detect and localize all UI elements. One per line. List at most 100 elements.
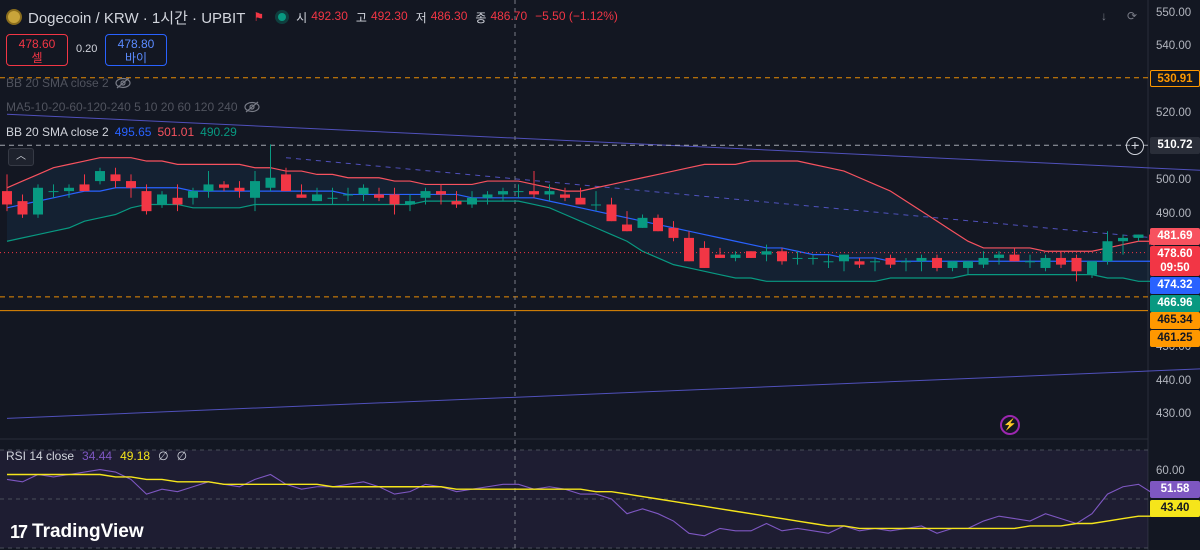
candle-body	[854, 261, 865, 265]
bb-basis-tag: 474.32	[1150, 277, 1200, 294]
price-label: 440.00	[1156, 375, 1192, 387]
candle-body	[513, 191, 524, 193]
candle-body	[1009, 254, 1020, 262]
sell-label: 셀	[31, 51, 43, 65]
low-key: 저	[415, 10, 427, 25]
rsi-legend[interactable]: RSI 14 close 34.44 49.18 ∅ ∅	[6, 449, 187, 463]
add-alert-icon[interactable]: +	[1126, 137, 1144, 155]
candle-body	[296, 194, 307, 198]
bb-basis-line	[6, 187, 1154, 262]
candle-body	[684, 237, 694, 262]
candle-body	[482, 194, 493, 198]
candle-body	[808, 257, 818, 259]
indicator-legend-bb[interactable]: BB 20 SMA close 2 495.65 501.01 490.29	[6, 125, 237, 139]
symbol-header: Dogecoin / KRW · 1시간 · UPBIT ⚑ 시 492.30 고…	[6, 6, 622, 28]
lightning-icon[interactable]: ⚡	[1000, 415, 1020, 435]
rsi-tag: 51.58	[1150, 481, 1200, 498]
collapse-legend-button[interactable]: ︿	[8, 148, 34, 166]
candle-body	[994, 254, 1004, 258]
candle-body	[48, 191, 59, 193]
candle-body	[591, 204, 601, 206]
candle-body	[1102, 241, 1113, 262]
rsi-ma-line	[7, 473, 1154, 530]
bb-label: BB 20 SMA close 2	[6, 125, 109, 139]
candle-body	[343, 194, 353, 196]
trendline	[6, 113, 1200, 171]
candle-body	[746, 251, 756, 258]
eye-crossed-icon[interactable]	[115, 77, 131, 89]
candle-body	[529, 191, 539, 195]
candle-body	[637, 217, 648, 228]
candle-body	[265, 177, 276, 188]
candle-body	[1118, 237, 1128, 242]
trendline	[6, 368, 1200, 419]
candle-body	[2, 191, 12, 205]
price-label: 430.00	[1156, 408, 1192, 420]
candle-body	[33, 187, 43, 215]
rsi-extra-value: ∅	[176, 449, 188, 463]
market-open-status-icon[interactable]	[278, 13, 287, 21]
flag-icon[interactable]: ⚑	[253, 10, 265, 24]
countdown: 09:50	[1160, 262, 1190, 274]
open-key: 시	[296, 10, 308, 25]
rsi-ma-tag: 43.40	[1150, 500, 1200, 517]
candle-body	[172, 197, 183, 205]
bb-lower-line	[6, 200, 1154, 282]
rsi-axis-label: 60.00	[1156, 465, 1185, 477]
candle-body	[777, 251, 787, 262]
candle-body	[668, 227, 679, 238]
dogecoin-logo-icon	[6, 9, 22, 25]
candle-body	[916, 257, 927, 262]
candle-body	[715, 254, 725, 258]
rsi-band	[0, 450, 1148, 548]
candle-body	[64, 187, 74, 192]
buy-label: 바이	[124, 51, 148, 65]
candle-body	[1133, 234, 1144, 238]
eye-crossed-icon[interactable]	[243, 101, 260, 113]
candle-body	[234, 187, 245, 192]
price-label: 520.00	[1156, 107, 1192, 119]
download-icon[interactable]: ↓	[1101, 9, 1107, 23]
symbol-title[interactable]: Dogecoin / KRW · 1시간 · UPBIT	[28, 9, 246, 27]
close-value: 486.70	[490, 8, 528, 23]
candle-body	[932, 257, 942, 268]
candle-body	[374, 194, 384, 198]
hline-tag-b: 461.25	[1150, 330, 1200, 347]
candle-body	[870, 261, 880, 263]
candle-body	[823, 261, 834, 263]
candle-body	[250, 181, 260, 198]
candle-body	[420, 191, 431, 198]
sell-price: 478.60	[18, 37, 56, 51]
sell-button[interactable]: 478.60 셀	[6, 34, 68, 66]
candle-body	[281, 174, 291, 192]
tradingview-mark-icon: 17	[10, 521, 28, 542]
candle-body	[451, 201, 462, 205]
change-value: −5.50 (−1.12%)	[535, 8, 618, 23]
candle-body	[312, 194, 322, 202]
hline-tag-mid: 510.72	[1150, 137, 1200, 154]
candle-body	[17, 201, 28, 215]
candle-body	[653, 217, 663, 232]
indicator-legend-bb-hidden[interactable]: BB 20 SMA close 2	[6, 76, 131, 90]
low-value: 486.30	[430, 8, 468, 23]
candle-body	[141, 191, 152, 212]
candle-body	[1056, 257, 1066, 265]
buy-price: 478.80	[117, 37, 155, 51]
candle-body	[358, 187, 369, 195]
candle-body	[219, 184, 229, 188]
buy-button[interactable]: 478.80 바이	[105, 34, 167, 66]
candle-body	[498, 191, 508, 195]
refresh-icon[interactable]: ⟳	[1126, 9, 1138, 23]
last-price-tag: 478.60 09:50	[1150, 246, 1200, 276]
candle-body	[901, 261, 911, 263]
candle-body	[839, 254, 849, 262]
indicator-legend-ma-hidden[interactable]: MA5-10-20-60-120-240 5 10 20 60 120 240	[6, 100, 260, 114]
ma-hidden-label: MA5-10-20-60-120-240 5 10 20 60 120 240	[6, 100, 238, 114]
candle-body	[327, 197, 338, 199]
bb-hidden-label: BB 20 SMA close 2	[6, 76, 109, 90]
tradingview-logo[interactable]: 17 TradingView	[10, 521, 144, 543]
candle-body	[1087, 261, 1097, 275]
hline-tag-a: 465.34	[1150, 312, 1200, 329]
price-label: 540.00	[1156, 40, 1192, 52]
